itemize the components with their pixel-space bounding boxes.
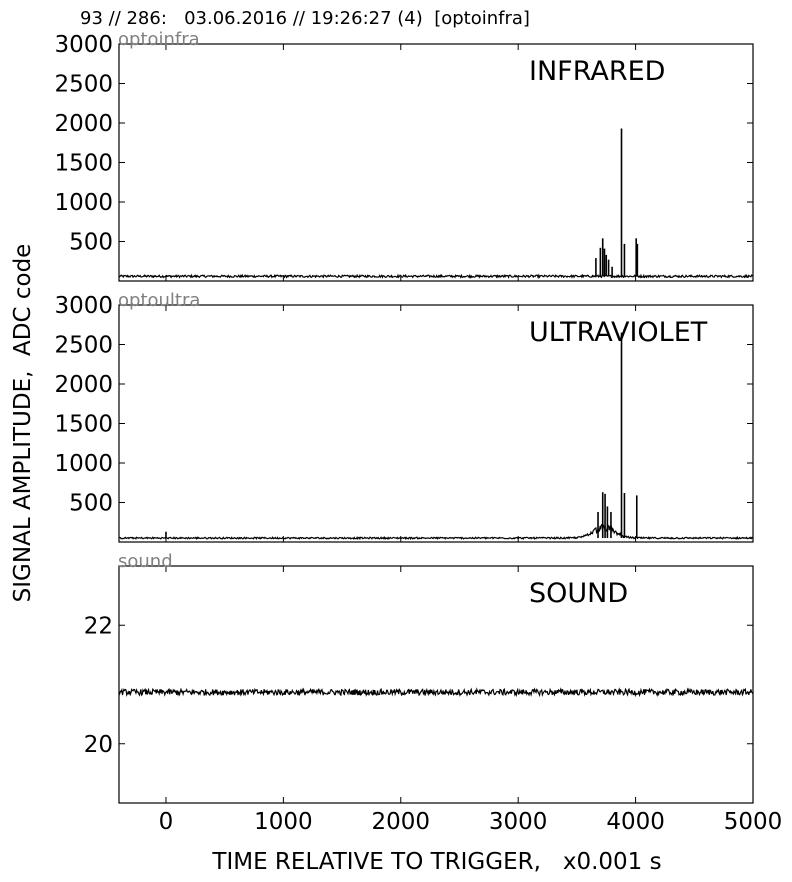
x-tick-label: 2000 <box>372 809 431 835</box>
y-tick-label: 1500 <box>54 151 113 177</box>
series-baseline <box>119 273 753 280</box>
corner-label: optoultra <box>118 290 200 311</box>
series-trace <box>119 332 753 541</box>
x-tick-label: 0 <box>159 809 174 835</box>
y-tick-label: 500 <box>69 491 113 517</box>
y-tick-label: 2000 <box>54 111 113 137</box>
x-axis-label: TIME RELATIVE TO TRIGGER, x0.001 s <box>212 849 662 875</box>
y-tick-label: 20 <box>84 732 113 758</box>
panel-title: ULTRAVIOLET <box>529 317 708 348</box>
panel-sound: 0 1000 2000 3000 4000 5000 20 22 sound SOUND <box>84 551 783 835</box>
corner-label: optoinfra <box>118 29 200 50</box>
y-tick-label: 2500 <box>54 72 113 98</box>
y-tick-label: 3000 <box>54 32 113 58</box>
x-tick-label: 4000 <box>606 809 665 835</box>
figure-header: 93 // 286: 03.06.2016 // 19:26:27 (4) [o… <box>80 8 530 29</box>
x-tick-label: 3000 <box>489 809 548 835</box>
y-tick-label: 500 <box>69 230 113 256</box>
x-tick-label: 5000 <box>724 809 783 835</box>
axes-frame <box>118 565 754 804</box>
y-tick-label: 1000 <box>54 190 113 216</box>
y-tick-label: 22 <box>84 613 113 639</box>
series-trace <box>119 687 753 698</box>
series-baseline <box>119 523 753 541</box>
panel-title: SOUND <box>529 578 628 609</box>
panel-ultraviolet: 500 1000 1500 2000 2500 3000 optoultra ULTRAVIO… <box>54 290 754 543</box>
corner-label: sound <box>118 551 173 572</box>
x-tick-label: 1000 <box>254 809 313 835</box>
y-axis-label: SIGNAL AMPLITUDE, ADC code <box>10 243 36 603</box>
y-tick-label: 2000 <box>54 372 113 398</box>
y-tick-label: 3000 <box>54 293 113 319</box>
series-baseline <box>119 687 753 698</box>
series-trace <box>119 128 753 280</box>
y-tick-label: 2500 <box>54 333 113 359</box>
panel-infrared: 500 1000 1500 2000 2500 3000 optoinfra INFRARED <box>54 29 754 282</box>
panel-title: INFRARED <box>529 56 665 87</box>
y-tick-label: 1000 <box>54 451 113 477</box>
y-tick-label: 1500 <box>54 412 113 438</box>
